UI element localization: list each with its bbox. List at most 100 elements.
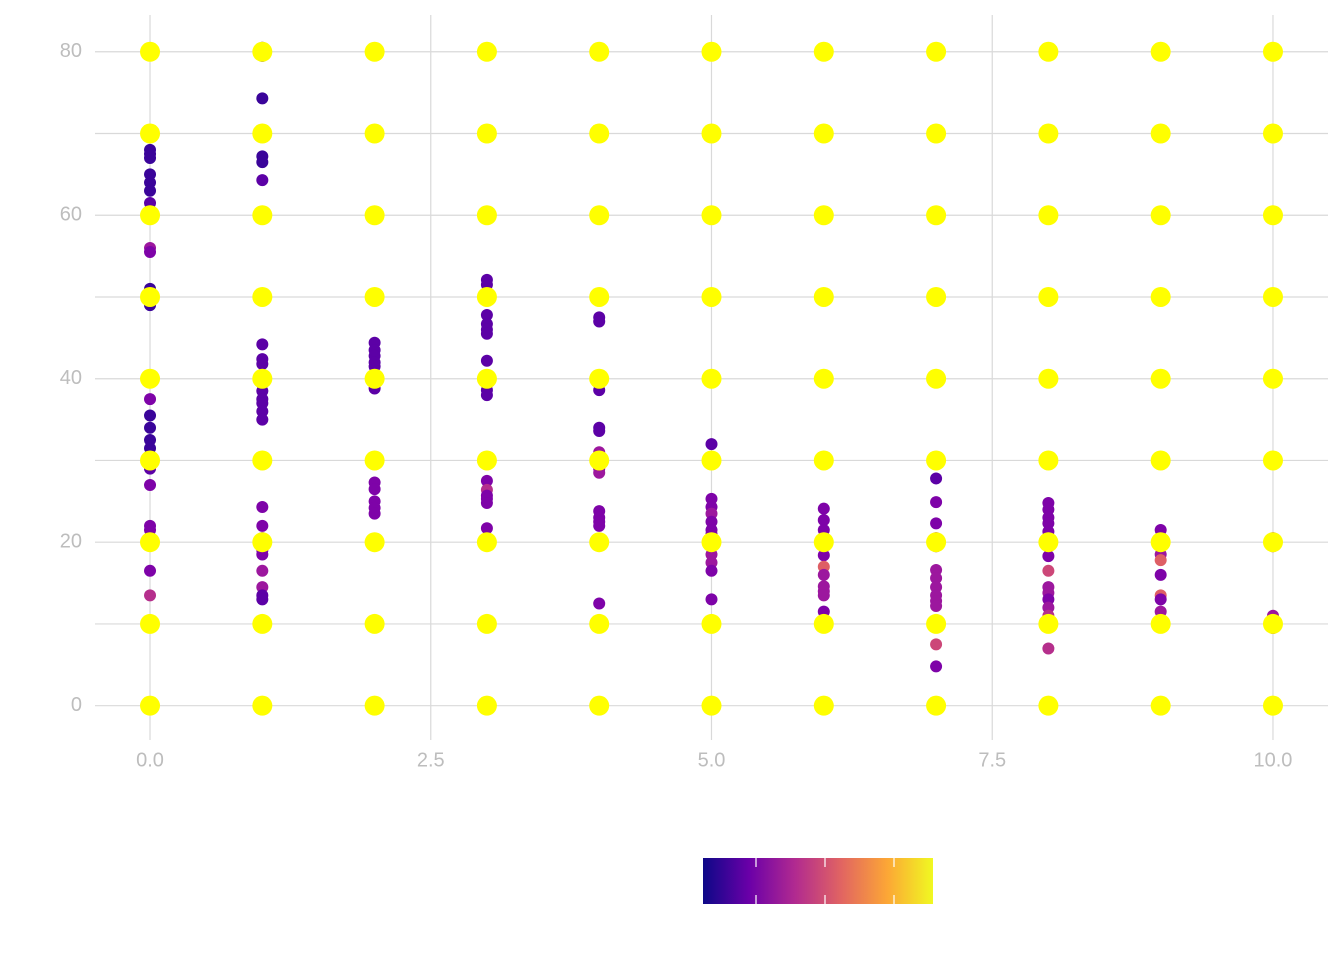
point bbox=[1038, 613, 1059, 634]
point bbox=[589, 532, 610, 553]
point bbox=[1038, 368, 1059, 389]
point bbox=[144, 246, 157, 259]
point bbox=[1150, 368, 1171, 389]
point bbox=[364, 205, 385, 226]
point bbox=[1262, 123, 1283, 144]
point bbox=[930, 472, 943, 485]
point bbox=[476, 286, 497, 307]
point bbox=[476, 450, 497, 471]
point bbox=[1042, 564, 1055, 577]
point bbox=[817, 549, 830, 562]
point bbox=[589, 450, 610, 471]
point bbox=[593, 597, 606, 610]
x-tick-label: 2.5 bbox=[417, 749, 445, 771]
point bbox=[256, 413, 269, 426]
y-tick-label: 80 bbox=[60, 40, 82, 62]
point bbox=[813, 695, 834, 716]
point bbox=[480, 354, 493, 367]
point bbox=[701, 286, 722, 307]
point bbox=[813, 368, 834, 389]
point bbox=[1262, 532, 1283, 553]
point bbox=[701, 613, 722, 634]
point bbox=[1150, 123, 1171, 144]
point bbox=[701, 41, 722, 62]
point bbox=[364, 123, 385, 144]
point bbox=[930, 599, 943, 612]
point bbox=[1038, 450, 1059, 471]
point bbox=[930, 572, 943, 585]
point bbox=[256, 358, 269, 371]
x-tick-label: 7.5 bbox=[978, 749, 1006, 771]
point bbox=[1262, 286, 1283, 307]
point bbox=[813, 532, 834, 553]
y-tick-label: 20 bbox=[60, 530, 82, 552]
point bbox=[140, 368, 161, 389]
point bbox=[140, 695, 161, 716]
point bbox=[256, 519, 269, 532]
point bbox=[1154, 593, 1167, 606]
point bbox=[701, 205, 722, 226]
point bbox=[476, 41, 497, 62]
x-tick-label: 0.0 bbox=[136, 749, 164, 771]
point bbox=[1154, 554, 1167, 567]
point bbox=[705, 593, 718, 606]
point bbox=[589, 695, 610, 716]
point bbox=[813, 123, 834, 144]
point bbox=[140, 286, 161, 307]
point bbox=[144, 589, 157, 602]
point bbox=[593, 519, 606, 532]
point bbox=[140, 613, 161, 634]
point bbox=[476, 613, 497, 634]
point bbox=[252, 286, 273, 307]
point bbox=[480, 308, 493, 321]
point bbox=[364, 41, 385, 62]
point bbox=[480, 327, 493, 340]
point bbox=[926, 41, 947, 62]
point bbox=[701, 695, 722, 716]
point bbox=[1150, 205, 1171, 226]
point bbox=[144, 184, 157, 197]
point bbox=[701, 450, 722, 471]
point bbox=[476, 695, 497, 716]
point bbox=[926, 286, 947, 307]
point bbox=[368, 507, 381, 520]
point bbox=[930, 660, 943, 673]
point bbox=[1150, 695, 1171, 716]
point bbox=[476, 532, 497, 553]
point bbox=[144, 152, 157, 165]
point bbox=[144, 564, 157, 577]
point bbox=[1262, 450, 1283, 471]
point bbox=[144, 478, 157, 491]
point bbox=[1262, 695, 1283, 716]
point bbox=[1038, 41, 1059, 62]
point bbox=[589, 205, 610, 226]
point bbox=[701, 123, 722, 144]
point bbox=[705, 564, 718, 577]
point bbox=[252, 695, 273, 716]
point bbox=[813, 613, 834, 634]
point bbox=[1038, 286, 1059, 307]
point bbox=[926, 205, 947, 226]
y-tick-label: 40 bbox=[60, 367, 82, 389]
point bbox=[364, 286, 385, 307]
point bbox=[1038, 123, 1059, 144]
point bbox=[589, 123, 610, 144]
point bbox=[252, 450, 273, 471]
point bbox=[256, 174, 269, 187]
point bbox=[926, 450, 947, 471]
point bbox=[930, 517, 943, 530]
point bbox=[813, 41, 834, 62]
point bbox=[817, 502, 830, 515]
point bbox=[817, 568, 830, 581]
point bbox=[1150, 613, 1171, 634]
point bbox=[1262, 368, 1283, 389]
x-tick-label: 5.0 bbox=[698, 749, 726, 771]
point bbox=[480, 474, 493, 487]
point bbox=[144, 409, 157, 422]
point bbox=[480, 496, 493, 509]
point bbox=[368, 483, 381, 496]
point bbox=[256, 593, 269, 606]
point bbox=[364, 532, 385, 553]
point bbox=[256, 92, 269, 105]
point bbox=[1154, 568, 1167, 581]
